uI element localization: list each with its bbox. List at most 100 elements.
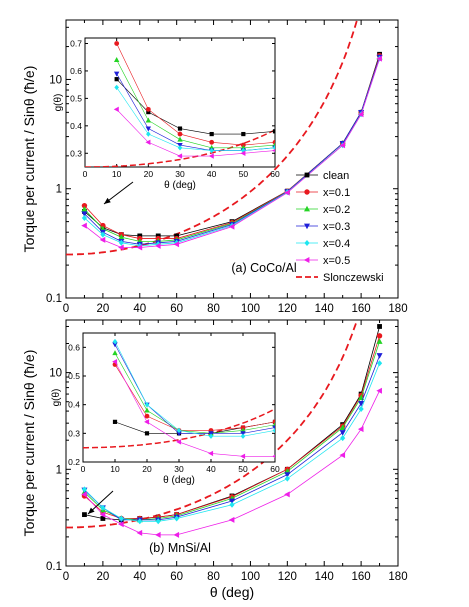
x-tick-label: 80 bbox=[207, 571, 220, 583]
data-point bbox=[340, 435, 346, 442]
y-axis-label: Torque per current / Sinθ (ħ/e) bbox=[21, 350, 37, 537]
data-point bbox=[229, 498, 235, 505]
data-point bbox=[136, 244, 143, 251]
inset-y-tick-label: 0.6 bbox=[68, 342, 80, 352]
inset-data-point bbox=[113, 106, 119, 113]
inset-y-axis-label: g(θ) bbox=[51, 389, 62, 407]
series-x-0-5 bbox=[81, 55, 382, 251]
inset-series-line bbox=[114, 361, 275, 457]
data-point bbox=[358, 406, 364, 413]
y-tick-label: 1 bbox=[56, 184, 62, 196]
data-point bbox=[376, 360, 383, 367]
inset-data-point bbox=[145, 117, 152, 123]
data-point bbox=[155, 518, 161, 525]
data-point bbox=[99, 236, 106, 243]
data-point bbox=[339, 430, 346, 436]
data-point bbox=[284, 189, 290, 196]
panel-label: (a) CoCo/Al bbox=[231, 261, 296, 275]
y-tick-label: 0.1 bbox=[46, 561, 62, 573]
data-point bbox=[118, 515, 124, 522]
data-point bbox=[376, 338, 383, 344]
x-tick-label: 100 bbox=[241, 571, 260, 583]
data-point bbox=[284, 491, 290, 498]
inset-data-point bbox=[112, 419, 118, 424]
inset-data-point bbox=[208, 433, 214, 439]
x-tick-label: 180 bbox=[388, 571, 407, 583]
data-point bbox=[173, 241, 180, 248]
inset-series-clean bbox=[114, 77, 275, 137]
inset-data-point bbox=[241, 147, 246, 154]
x-tick-label: 60 bbox=[170, 571, 183, 583]
inset-y-tick-label: 0.3 bbox=[68, 428, 80, 438]
series-x-0-4 bbox=[81, 360, 383, 525]
data-point bbox=[81, 202, 88, 209]
inset-series-x-0-4 bbox=[114, 84, 275, 154]
y-axis-label: Torque per current / Sinθ (ħ/e) bbox=[21, 66, 37, 253]
x-tick-label: 140 bbox=[315, 571, 334, 583]
data-point bbox=[81, 222, 87, 229]
inset-x-tick-label: 20 bbox=[142, 464, 152, 474]
data-point bbox=[82, 512, 87, 518]
inset-data-point bbox=[145, 106, 151, 112]
inset-data-point bbox=[114, 41, 120, 46]
inset-data-point bbox=[272, 129, 275, 134]
legend-marker bbox=[304, 223, 310, 230]
inset-x-tick-label: 50 bbox=[239, 169, 249, 179]
inset-data-point bbox=[177, 131, 183, 137]
inset-data-point bbox=[144, 407, 150, 413]
data-point bbox=[174, 515, 180, 522]
data-point bbox=[376, 353, 383, 359]
legend-label: clean bbox=[323, 170, 349, 182]
data-point bbox=[229, 501, 235, 508]
inset-data-point bbox=[144, 401, 150, 408]
inset-data-point bbox=[208, 450, 214, 457]
data-point bbox=[81, 211, 88, 217]
inset-data-point bbox=[272, 148, 275, 153]
inset-x-axis-label: θ (deg) bbox=[164, 180, 196, 191]
x-tick-label: 160 bbox=[352, 303, 371, 315]
legend-entry-x-0-5: x=0.5 bbox=[296, 255, 350, 267]
inset-data-point bbox=[240, 150, 246, 156]
data-point bbox=[81, 486, 88, 493]
x-tick-label: 60 bbox=[170, 303, 183, 315]
inset-x-tick-label: 10 bbox=[110, 464, 120, 474]
inset-x-tick-label: 60 bbox=[270, 169, 280, 179]
legend-entry-x-0-4: x=0.4 bbox=[296, 238, 350, 250]
x-tick-label: 100 bbox=[241, 303, 260, 315]
inset-x-tick-label: 0 bbox=[81, 464, 86, 474]
legend-label: x=0.1 bbox=[323, 187, 350, 199]
inset-data-point bbox=[272, 145, 275, 151]
legend-marker bbox=[304, 240, 310, 246]
arrow-head bbox=[104, 197, 111, 204]
inset-y-axis-label: g(θ) bbox=[53, 94, 64, 112]
data-point bbox=[376, 333, 383, 339]
inset-series-x-0-1 bbox=[114, 41, 275, 148]
y-tick-label: 0.1 bbox=[46, 293, 62, 305]
data-point bbox=[284, 475, 290, 482]
x-tick-label: 140 bbox=[315, 303, 334, 315]
inset-data-point bbox=[209, 131, 214, 137]
inset-series-line bbox=[116, 43, 275, 146]
legend-marker bbox=[304, 172, 310, 178]
legend-entry-x-0-1: x=0.1 bbox=[296, 187, 350, 199]
inset-data-point bbox=[146, 131, 151, 137]
x-tick-label: 40 bbox=[133, 571, 146, 583]
inset-x-tick-label: 50 bbox=[238, 464, 248, 474]
inset-x-tick-label: 60 bbox=[270, 464, 280, 474]
inset-y-tick-label: 0.7 bbox=[70, 38, 82, 48]
inset-data-point bbox=[112, 338, 118, 345]
inset-series-line bbox=[114, 352, 275, 434]
inset-data-point bbox=[114, 77, 119, 82]
inset-x-tick-label: 20 bbox=[144, 169, 154, 179]
data-point bbox=[228, 223, 235, 230]
data-point bbox=[118, 234, 125, 240]
x-tick-label: 20 bbox=[96, 571, 109, 583]
data-point bbox=[339, 142, 346, 149]
inset-plot-area bbox=[83, 338, 275, 459]
data-point bbox=[284, 472, 291, 478]
inset-slonczewski-curve bbox=[85, 129, 275, 167]
data-point bbox=[118, 521, 124, 528]
inset-series-x-0-4 bbox=[112, 338, 275, 439]
legend-entry-x-0-2: x=0.2 bbox=[296, 204, 350, 216]
